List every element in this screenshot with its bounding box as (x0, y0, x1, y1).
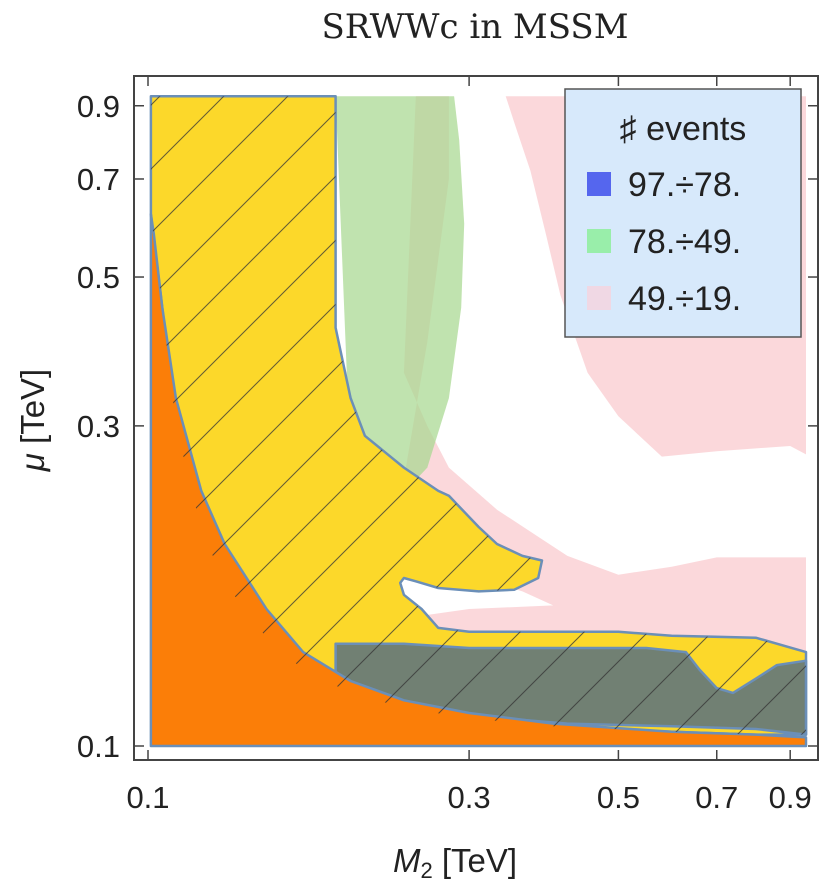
x-tick-label-3: 0.7 (695, 780, 738, 815)
legend-label-0: 97.÷78. (628, 166, 741, 204)
x-tick-label-1: 0.3 (448, 780, 491, 815)
y-tick-label-0: 0.1 (77, 729, 120, 764)
x-axis-subscript: 2 (420, 858, 432, 883)
x-axis-label: M2 [TeV] (393, 842, 517, 883)
legend-swatch-2 (587, 286, 611, 310)
region-1 (335, 96, 465, 506)
y-axis-symbol: μ (14, 453, 51, 472)
y-tick-label-4: 0.9 (77, 89, 120, 124)
legend-label-1: 78.÷49. (628, 223, 741, 261)
legend-swatch-1 (587, 229, 611, 253)
y-axis-label: μ [TeV] (14, 369, 51, 472)
legend-title: ♯ events (620, 110, 747, 148)
y-tick-label-1: 0.3 (77, 409, 120, 444)
x-axis-symbol: M (393, 842, 421, 879)
y-axis-unit: [TeV] (14, 369, 51, 453)
chart-title: SRWWc in MSSM (321, 7, 628, 47)
y-tick-label-2: 0.5 (77, 260, 120, 295)
axis-ticks: 0.1 0.3 0.5 0.7 0.9 0.1 0.3 0.5 0.7 0.9 (77, 76, 818, 815)
legend-label-2: 49.÷19. (628, 280, 741, 318)
x-tick-label-2: 0.5 (597, 780, 640, 815)
legend-swatch-0 (587, 172, 611, 196)
plot-frame (133, 75, 819, 761)
x-axis-unit: [TeV] (433, 842, 517, 879)
hatch-region (150, 96, 806, 735)
legend: ♯ events 97.÷78. 78.÷49. 49.÷19. (564, 88, 802, 338)
y-tick-label-3: 0.7 (77, 162, 120, 197)
x-tick-label-0: 0.1 (126, 780, 169, 815)
hatch-overlay (150, 96, 806, 735)
x-tick-label-4: 0.9 (769, 780, 812, 815)
